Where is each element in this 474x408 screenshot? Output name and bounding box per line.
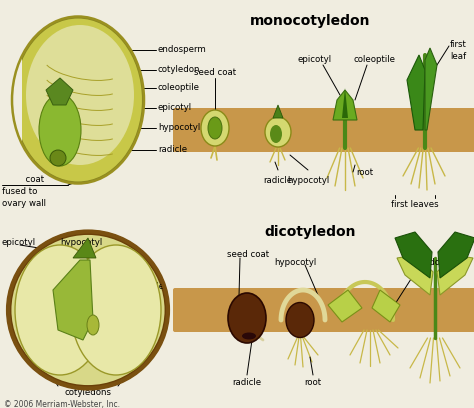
Text: hypocotyl: hypocotyl	[158, 124, 200, 133]
Ellipse shape	[208, 117, 222, 139]
Text: ovary wall: ovary wall	[2, 200, 46, 208]
Text: seed coat: seed coat	[2, 175, 44, 184]
Polygon shape	[407, 55, 425, 130]
Polygon shape	[438, 232, 474, 278]
FancyBboxPatch shape	[173, 288, 474, 332]
Ellipse shape	[13, 18, 143, 182]
Ellipse shape	[201, 110, 229, 146]
Ellipse shape	[39, 94, 81, 166]
Text: epicotyl: epicotyl	[2, 238, 36, 247]
Text: hypocotyl: hypocotyl	[274, 258, 316, 267]
Polygon shape	[46, 78, 73, 105]
Text: epicotyl: epicotyl	[298, 55, 332, 64]
Text: coleoptile: coleoptile	[158, 84, 200, 93]
Polygon shape	[73, 238, 96, 258]
Text: radicle: radicle	[158, 146, 187, 155]
Ellipse shape	[9, 233, 167, 388]
Ellipse shape	[50, 150, 66, 166]
Text: seed coat: seed coat	[227, 250, 269, 259]
Polygon shape	[395, 232, 432, 278]
FancyBboxPatch shape	[0, 15, 22, 185]
Ellipse shape	[265, 117, 291, 147]
Polygon shape	[328, 290, 362, 322]
Text: root: root	[356, 168, 374, 177]
Ellipse shape	[26, 25, 134, 165]
Text: leaf: leaf	[450, 52, 466, 61]
Text: fused to: fused to	[2, 188, 37, 197]
Text: cotyledon: cotyledon	[404, 258, 446, 267]
Text: radicle: radicle	[232, 378, 262, 387]
Text: epicotyl: epicotyl	[158, 104, 192, 113]
Text: first leaves: first leaves	[391, 200, 439, 209]
Ellipse shape	[87, 315, 99, 335]
Polygon shape	[425, 48, 437, 130]
Text: coat: coat	[138, 310, 156, 319]
Text: root: root	[304, 378, 321, 387]
Ellipse shape	[242, 333, 256, 339]
Text: hypocotyl: hypocotyl	[60, 238, 102, 247]
Text: © 2006 Merriam-Webster, Inc.: © 2006 Merriam-Webster, Inc.	[4, 400, 120, 408]
Text: endosperm: endosperm	[158, 46, 207, 55]
Text: first: first	[450, 40, 467, 49]
Polygon shape	[333, 90, 357, 120]
Text: dicotyledon: dicotyledon	[264, 225, 356, 239]
Text: radicle: radicle	[264, 176, 292, 185]
Ellipse shape	[15, 245, 105, 375]
Text: monocotyledon: monocotyledon	[250, 14, 370, 28]
Polygon shape	[372, 290, 400, 322]
Polygon shape	[53, 260, 93, 340]
Text: hypocotyl: hypocotyl	[287, 176, 329, 185]
Text: seed coat: seed coat	[194, 68, 236, 77]
FancyBboxPatch shape	[173, 108, 474, 152]
Ellipse shape	[71, 245, 161, 375]
Polygon shape	[437, 255, 473, 295]
Ellipse shape	[286, 302, 314, 337]
Ellipse shape	[228, 293, 266, 343]
Polygon shape	[342, 88, 348, 118]
Polygon shape	[273, 105, 283, 118]
Polygon shape	[397, 255, 433, 295]
Text: cotyledons: cotyledons	[64, 388, 111, 397]
Text: cotyledon: cotyledon	[158, 66, 201, 75]
Text: seed: seed	[138, 300, 159, 309]
Text: coleoptile: coleoptile	[354, 55, 396, 64]
Text: radicle: radicle	[135, 282, 164, 291]
Ellipse shape	[270, 125, 282, 143]
